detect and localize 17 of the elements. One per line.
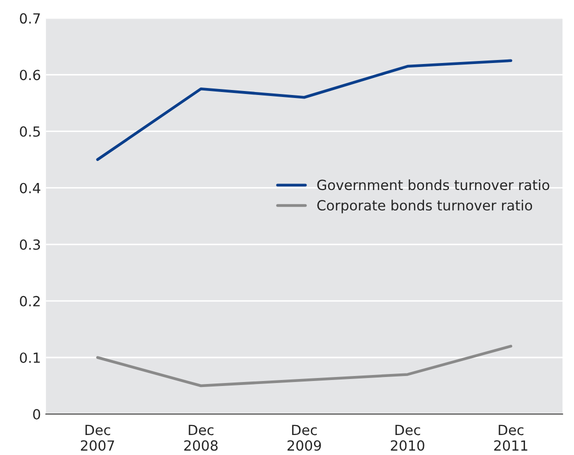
legend-label: Corporate bonds turnover ratio [317,200,532,214]
y-tick-label: 0.3 [20,239,40,250]
x-tick-label: Dec 2011 [494,424,528,451]
x-tick-label: Dec 2007 [80,424,114,451]
y-tick-label: 0.2 [20,296,40,306]
x-tick-label: Dec 2008 [184,424,218,451]
y-tick-label: 0.7 [20,13,40,24]
y-tick-label: 0.5 [20,126,40,137]
line-series [96,59,512,161]
legend-label: Government bonds turnover ratio [317,179,550,190]
x-tick-label: Dec 2010 [390,424,424,451]
x-tick-label: Dec 2009 [288,424,321,451]
y-tick-label: 0.4 [20,182,40,194]
y-tick-label: 0.6 [20,70,40,80]
y-tick-label: 0.1 [20,352,40,363]
line-series [96,344,512,388]
y-tick-label: 0 [33,409,40,420]
